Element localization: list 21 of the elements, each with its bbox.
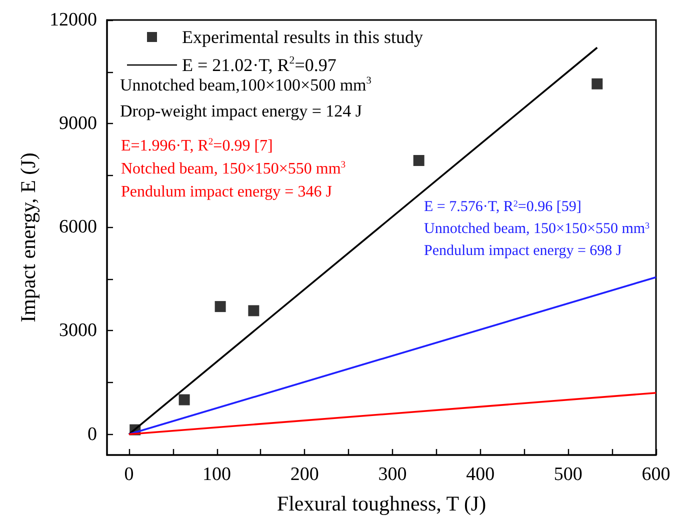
point xyxy=(214,301,226,312)
x-tick-label: 300 xyxy=(378,464,407,485)
point xyxy=(592,78,603,90)
point xyxy=(178,394,190,406)
y-tick-label: 12000 xyxy=(50,10,97,30)
x-axis-title: Flexural toughness, T (J) xyxy=(276,492,486,516)
x-tick-label: 600 xyxy=(642,464,670,485)
x-tick-label: 500 xyxy=(554,464,582,485)
x-tick-label: 100 xyxy=(202,464,232,485)
point xyxy=(413,155,424,166)
legend-label: Experimental results in this study xyxy=(182,27,423,47)
x-tick-label: 0 xyxy=(124,464,134,485)
point xyxy=(248,305,260,316)
annotation: Drop-weight impact energy = 124 J xyxy=(120,102,362,120)
y-tick-label: 6000 xyxy=(59,216,97,238)
y-tick-label: 0 xyxy=(88,424,97,445)
y-axis-title: Impact energy, E (J) xyxy=(16,152,40,322)
y-tick-label: 9000 xyxy=(59,113,97,134)
x-tick-label: 200 xyxy=(290,464,319,485)
y-tick-label: 3000 xyxy=(59,320,97,342)
x-tick-label: 400 xyxy=(466,464,495,485)
